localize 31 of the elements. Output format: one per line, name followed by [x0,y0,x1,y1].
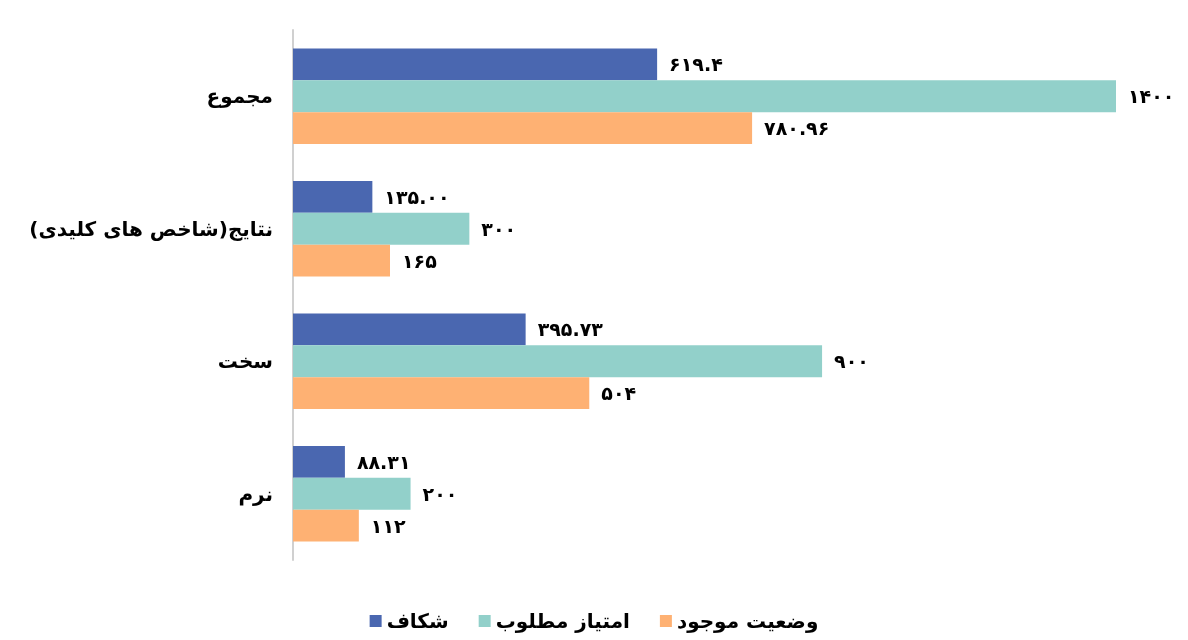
bar [293,112,753,144]
data-label: ۶۱۹.۴ [669,53,723,76]
bar [293,244,390,277]
bar [293,345,823,378]
bar [293,509,359,542]
data-label: ۱۳۵.۰۰ [384,185,450,208]
legend-label: امتیاز مطلوب [495,609,630,633]
legend-label: شکاف [386,609,449,633]
data-label: ۱۶۵ [402,249,438,272]
data-label: ۳۰۰ [481,217,517,240]
data-label: ۷۸۰.۹۶ [764,117,830,140]
bar [293,377,590,409]
bar [293,48,658,81]
bar [293,313,526,346]
bar [293,446,345,478]
data-label: ۱۱۲ [370,514,407,537]
y-tick-label: سخت [217,349,273,374]
y-tick-label: نرم [238,481,273,506]
data-label: ۱۴۰۰ [1128,85,1175,108]
bar [293,181,373,213]
y-tick-label: نتایج(شاخص های کلیدی) [29,216,273,241]
bar [293,477,411,510]
data-label: ۸۸.۳۱ [356,450,411,473]
legend-label: وضعیت موجود [676,609,819,633]
bar [293,80,1116,113]
data-label: ۲۰۰ [422,482,458,505]
data-label: ۳۹۵.۷۳ [537,318,604,341]
data-label: ۵۰۴ [601,382,637,405]
bar [293,212,470,245]
data-label: ۹۰۰ [834,350,869,373]
y-tick-label: مجموع [206,84,273,109]
